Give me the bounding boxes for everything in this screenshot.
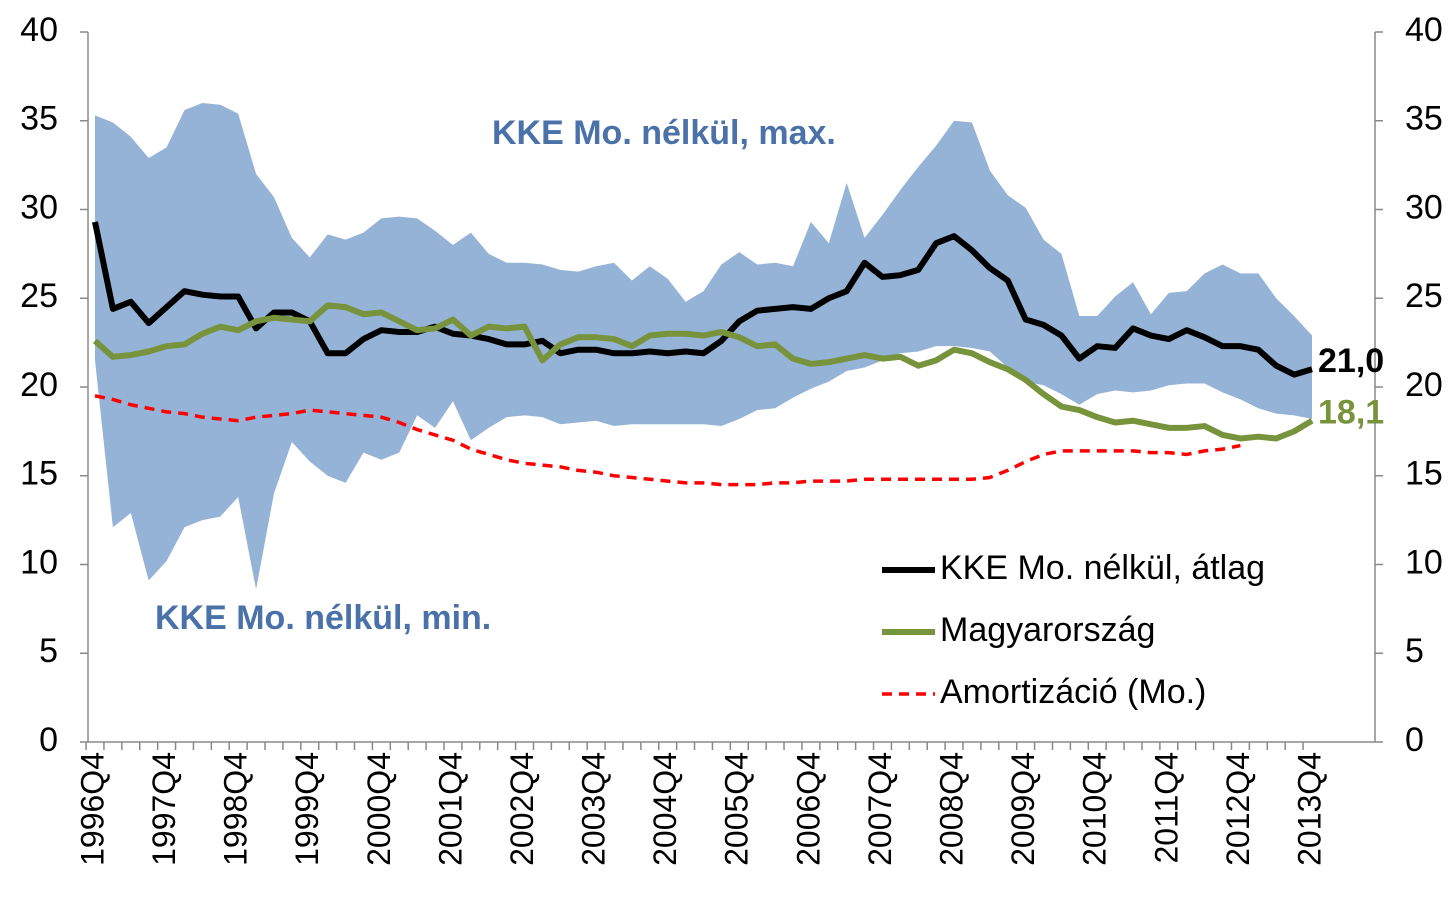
y2-tick-label: 35 [1405, 100, 1443, 138]
legend-label: Amortizáció (Mo.) [940, 673, 1206, 711]
x-tick-label: 1998Q4 [218, 752, 254, 866]
series-line [92, 221, 1313, 378]
x-tick-label: 2006Q4 [790, 752, 826, 866]
y-tick-label: 10 [20, 543, 58, 581]
x-tick-label: 1996Q4 [74, 752, 110, 866]
x-tick-label: 2005Q4 [719, 752, 755, 866]
x-tick-label: 2011Q4 [1148, 752, 1184, 864]
x-tick-label: 2002Q4 [504, 752, 540, 866]
y2-tick-label: 40 [1405, 11, 1443, 49]
y-tick-label: 30 [20, 188, 58, 226]
value-label: 21,0 [1318, 342, 1384, 380]
y2-tick-label: 15 [1405, 455, 1443, 493]
x-tick-label: 2004Q4 [647, 752, 683, 866]
x-tick-label: 2012Q4 [1220, 752, 1256, 866]
x-tick-label: 1997Q4 [146, 752, 182, 866]
band-max-label: KKE Mo. nélkül, max. [492, 114, 836, 152]
series-line [93, 302, 1314, 442]
y-tick-label: 20 [20, 366, 58, 404]
y2-tick-label: 30 [1405, 188, 1443, 226]
x-tick-label: 2003Q4 [576, 752, 612, 866]
x-tick-label: 2013Q4 [1291, 752, 1327, 866]
y-tick-label: 35 [20, 100, 58, 138]
x-tick-label: 2000Q4 [361, 752, 397, 866]
range-band [95, 103, 1312, 590]
y-tick-label: 15 [20, 455, 58, 493]
y-tick-label: 40 [20, 11, 58, 49]
y-tick-label: 25 [20, 277, 58, 315]
x-tick-label: 2010Q4 [1077, 752, 1113, 866]
legend-label: Magyarország [940, 611, 1155, 649]
y2-tick-label: 10 [1405, 543, 1443, 581]
x-tick-label: 1999Q4 [289, 752, 325, 866]
band-min-label: KKE Mo. nélkül, min. [155, 599, 491, 637]
x-tick-label: 2009Q4 [1005, 752, 1041, 866]
y2-tick-label: 20 [1405, 366, 1443, 404]
legend-label: KKE Mo. nélkül, átlag [940, 549, 1265, 587]
y2-tick-label: 5 [1405, 632, 1424, 670]
y-tick-label: 0 [39, 721, 58, 759]
value-label: 18,1 [1318, 394, 1384, 432]
x-tick-label: 2007Q4 [862, 752, 898, 866]
y2-tick-label: 0 [1405, 721, 1424, 759]
x-tick-label: 2008Q4 [934, 752, 970, 866]
x-tick-label: 2001Q4 [432, 752, 468, 866]
y-tick-label: 5 [39, 632, 58, 670]
y2-tick-label: 25 [1405, 277, 1443, 315]
series-line [94, 394, 1241, 487]
